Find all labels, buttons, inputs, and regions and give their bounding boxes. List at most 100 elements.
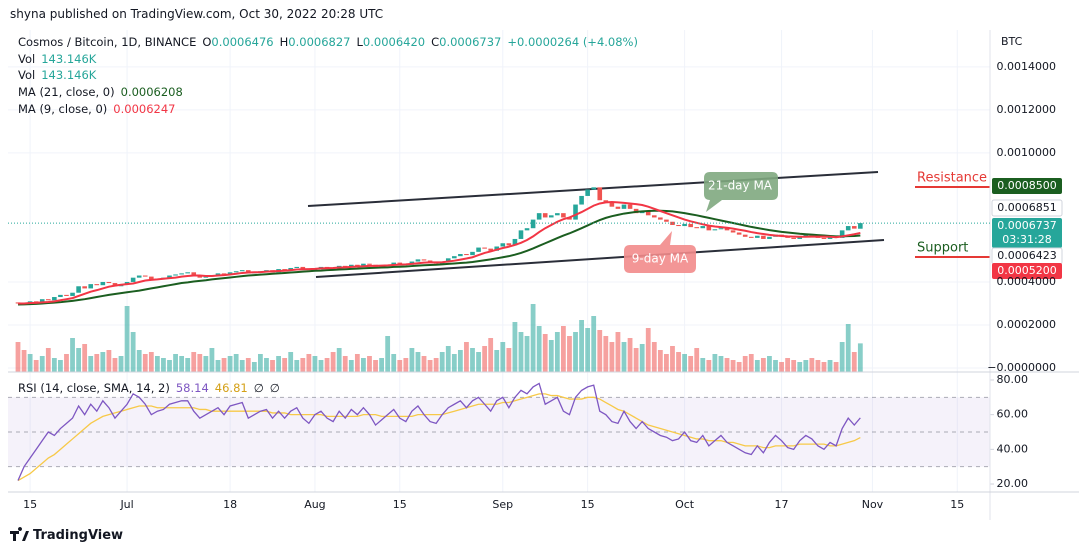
candle-body xyxy=(470,251,475,256)
candle-body xyxy=(464,254,469,256)
volume-bar xyxy=(470,348,475,372)
volume-bar xyxy=(294,360,300,372)
volume-bar xyxy=(161,358,166,372)
resistance-label: Resistance xyxy=(917,171,987,186)
candle-body xyxy=(300,266,306,270)
volume-bar xyxy=(609,342,615,372)
ohlc-value: 0.0006476 xyxy=(211,35,274,49)
price-label: 0.0006423 xyxy=(997,249,1057,262)
candle-body xyxy=(52,297,57,301)
candle-body xyxy=(652,215,657,218)
volume-bar xyxy=(154,356,160,372)
volume-bar xyxy=(373,360,378,372)
volume-bar xyxy=(536,326,542,372)
volume-bar xyxy=(639,344,645,372)
ohlc-value: 0.0006420 xyxy=(362,35,426,49)
candle-body xyxy=(500,243,506,247)
volume-bar xyxy=(94,354,100,372)
legend-value: 143.146K xyxy=(41,52,97,66)
volume-bar xyxy=(167,360,172,372)
candle-body xyxy=(215,273,221,276)
volume-bar xyxy=(318,360,324,372)
ohlc-value: 0.0006737 xyxy=(439,35,502,49)
volume-bar xyxy=(391,354,397,372)
legend-label: Vol xyxy=(18,52,36,66)
volume-bar xyxy=(354,354,360,372)
volume-bar xyxy=(264,358,269,372)
volume-bar xyxy=(657,350,663,372)
candle-body xyxy=(46,299,51,301)
volume-bar xyxy=(433,358,439,372)
ohlc-item: O0.0006476 xyxy=(202,35,273,49)
volume-bar xyxy=(445,346,451,372)
volume-bar xyxy=(718,356,724,372)
legend-value: 0.0006247 xyxy=(113,102,176,116)
candle-body xyxy=(518,230,524,239)
volume-bar xyxy=(421,356,427,372)
volume-bar xyxy=(736,362,742,372)
candle-body xyxy=(718,228,724,230)
volume-bar xyxy=(506,348,512,372)
price-label: 0.0005200 xyxy=(997,264,1057,277)
candle-body xyxy=(597,187,603,201)
volume-bar xyxy=(106,350,112,372)
x-tick-label: 15 xyxy=(581,498,595,511)
candle-body xyxy=(694,227,700,229)
candle-body xyxy=(203,276,209,278)
candle-body xyxy=(167,275,172,278)
candle-body xyxy=(567,217,572,220)
volume-bar xyxy=(530,304,536,372)
volume-bar xyxy=(603,336,609,372)
volume-bar xyxy=(621,342,627,372)
candle-body xyxy=(288,267,293,271)
volume-bar xyxy=(585,328,591,372)
volume-bar xyxy=(330,352,336,372)
volume-bar xyxy=(554,332,560,372)
y-tick-label: 0.0004000 xyxy=(997,275,1057,288)
candle-body xyxy=(506,243,512,246)
volume-bar xyxy=(627,338,633,372)
volume-bar xyxy=(561,326,566,372)
candle-body xyxy=(367,263,372,265)
volume-bar xyxy=(494,350,500,372)
legend-value: 58.14 xyxy=(175,381,209,395)
candle-body xyxy=(488,248,493,251)
legend-label: Vol xyxy=(18,68,36,82)
candle-body xyxy=(494,246,500,251)
symbol: Cosmos / Bitcoin, 1D, BINANCE xyxy=(18,35,197,49)
candle-body xyxy=(458,254,463,257)
candle-body xyxy=(555,213,560,216)
candle-body xyxy=(615,206,621,209)
volume-bar xyxy=(700,358,706,372)
channel-lower xyxy=(315,239,885,278)
rsi-line xyxy=(17,382,861,481)
volume-bar xyxy=(270,360,275,372)
volume-bar xyxy=(112,358,118,372)
candle-body xyxy=(530,219,536,229)
candle-body xyxy=(700,226,706,229)
ma9-callout: 9-day MA xyxy=(624,231,696,273)
price-label-box xyxy=(992,218,1062,248)
volume-bar xyxy=(70,338,75,372)
price-label-box xyxy=(992,263,1062,279)
volume-bar xyxy=(39,356,45,372)
candle-body xyxy=(803,234,809,237)
y-tick-label: 0.0002000 xyxy=(997,318,1057,331)
x-tick-label: 15 xyxy=(393,498,407,511)
volume-bar xyxy=(312,356,318,372)
volume-bar xyxy=(148,352,154,372)
volume-bar xyxy=(397,360,403,372)
volume-bar xyxy=(324,358,330,372)
candle-body xyxy=(645,211,651,216)
candle-body xyxy=(676,224,681,227)
volume-bar xyxy=(124,306,130,372)
volume-bar xyxy=(809,358,815,372)
candle-body xyxy=(839,230,845,238)
volume-bar xyxy=(76,348,81,372)
callout-box xyxy=(624,231,696,273)
legend-value: 0.0006208 xyxy=(120,85,183,99)
volume-bar xyxy=(512,322,518,372)
currency: BTC xyxy=(1001,35,1023,48)
